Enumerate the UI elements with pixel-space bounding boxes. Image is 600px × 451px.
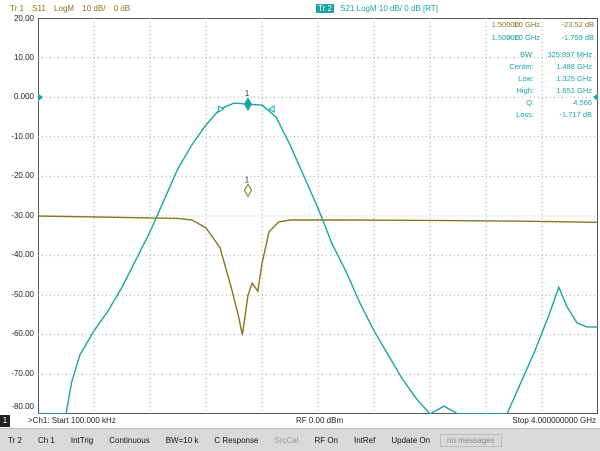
channel-axis-bar: 1 >Ch1: Start 100.000 kHz RF 0.00 dBm St…: [0, 414, 600, 428]
y-tick-label: -30.00: [11, 211, 34, 220]
stat-high: High: 1.651 GHz: [472, 86, 592, 98]
reference-level-arrow: [593, 93, 598, 102]
status-bar: Tr 2 Ch 1 IntTrig Continuous BW=10 k C R…: [0, 428, 600, 451]
stop-frequency[interactable]: Stop 4.000000000 GHz: [512, 416, 596, 425]
stat-loss: Loss: -1.717 dB: [472, 110, 592, 122]
status-channel[interactable]: Ch 1: [37, 435, 55, 445]
y-tick-label: 10.00: [13, 53, 34, 62]
reference-level-arrow: [38, 93, 43, 102]
y-tick-label: -10.00: [11, 132, 34, 141]
trace2-scale: 10 dB/: [378, 4, 403, 13]
bandwidth-edge-marker: [268, 105, 275, 113]
status-if-bandwidth[interactable]: BW=10 k: [165, 435, 199, 445]
trace2-name: Tr 2: [316, 4, 334, 13]
status-calibration[interactable]: C Response: [214, 435, 259, 445]
start-frequency[interactable]: >Ch1: Start 100.000 kHz: [28, 416, 116, 425]
trace-s11: [38, 215, 598, 335]
stat-key: Loss:: [516, 110, 534, 119]
marker-readout-s21[interactable]: > 1: 1.500000 GHz -1.759 dB: [460, 33, 600, 45]
status-trigger-mode[interactable]: Continuous: [109, 435, 150, 445]
status-reference[interactable]: IntRef: [354, 435, 376, 445]
trace1-scale: 10 dB/: [82, 4, 106, 13]
marker-frequency: 1.500000 GHz: [491, 33, 540, 42]
status-trace[interactable]: Tr 2: [8, 435, 22, 445]
channel-number[interactable]: 1: [0, 415, 10, 427]
trace2-ref: 0 dB [RT]: [404, 4, 438, 13]
stat-key: Center:: [509, 62, 534, 71]
stat-key: Q:: [526, 98, 534, 107]
trace2-header[interactable]: Tr 2 S21 LogM 10 dB/ 0 dB [RT]: [316, 0, 438, 18]
stat-value: -1.717 dB: [559, 110, 592, 119]
stat-q: Q: 4.566: [472, 98, 592, 110]
trace1-name: Tr 1: [10, 4, 24, 13]
trace2-format: LogM: [356, 4, 377, 13]
trace-lines: [38, 102, 598, 414]
marker-readout-s11[interactable]: 1: 1.500000 GHz -23.52 dB: [460, 20, 600, 32]
marker-diamond[interactable]: [243, 183, 253, 198]
stat-value: 1.488 GHz: [556, 62, 592, 71]
marker-value: -23.52 dB: [561, 20, 594, 29]
marker-diamond[interactable]: [243, 97, 253, 112]
status-source-cal[interactable]: SrcCal: [274, 435, 299, 445]
status-update[interactable]: Update On: [391, 435, 431, 445]
y-tick-label: -70.00: [11, 369, 34, 378]
marker-label: > 1:: [507, 33, 520, 42]
trace1-param: S11: [32, 4, 46, 13]
status-message: no messages: [440, 433, 502, 447]
marker-number: 1: [245, 89, 250, 98]
y-tick-label: -80.00: [11, 402, 34, 411]
stat-bw: BW: 325.897 MHz: [472, 50, 592, 62]
rf-power[interactable]: RF 0.00 dBm: [296, 416, 344, 425]
marker-number: 1: [245, 175, 250, 184]
stat-center: Center: 1.488 GHz: [472, 62, 592, 74]
trace1-header[interactable]: Tr 1 S11 LogM 10 dB/ 0 dB: [10, 0, 136, 18]
y-tick-label: -20.00: [11, 171, 34, 180]
stat-value: 1.651 GHz: [556, 86, 592, 95]
bandwidth-edge-marker: [217, 105, 225, 113]
y-tick-label: -60.00: [11, 329, 34, 338]
stat-key: High:: [516, 86, 534, 95]
trace-s21: [38, 102, 598, 414]
trace-plot[interactable]: 11: [38, 18, 598, 414]
trace1-format: LogM: [54, 4, 75, 13]
y-tick-label: -40.00: [11, 250, 34, 259]
y-tick-label: -50.00: [11, 290, 34, 299]
status-rf-output[interactable]: RF On: [314, 435, 338, 445]
marker-label: 1:: [513, 20, 520, 29]
stat-key: Low:: [518, 74, 534, 83]
marker-value: -1.759 dB: [561, 33, 594, 42]
plot-grid: [38, 18, 598, 414]
trace2-param: S21: [340, 4, 355, 13]
y-tick-label: 0.000: [13, 92, 34, 101]
stat-key: BW:: [519, 50, 534, 59]
trace-markers: 11: [217, 89, 275, 198]
marker-frequency: 1.500000 GHz: [491, 20, 540, 29]
stat-value: 1.325 GHz: [556, 74, 592, 83]
trace1-ref: 0 dB: [113, 4, 131, 13]
stat-low: Low: 1.325 GHz: [472, 74, 592, 86]
stat-value: 325.897 MHz: [547, 50, 592, 59]
y-tick-label: 20.00: [13, 14, 34, 23]
status-trigger-source[interactable]: IntTrig: [70, 435, 94, 445]
stat-value: 4.566: [573, 98, 592, 107]
